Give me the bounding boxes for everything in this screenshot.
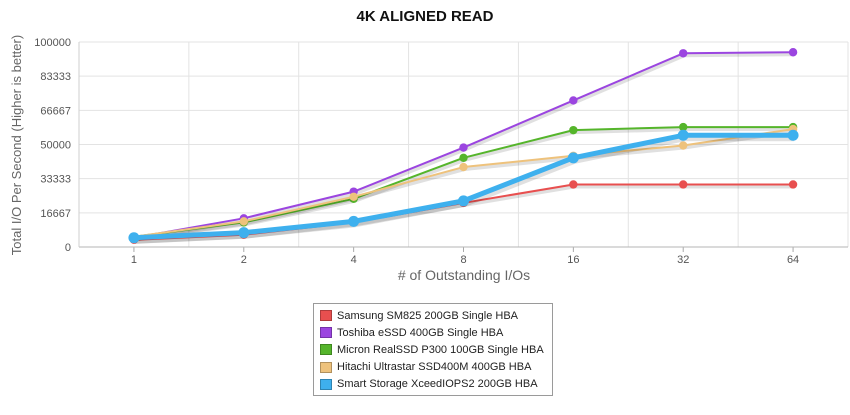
data-point: [569, 96, 578, 105]
legend-item[interactable]: Smart Storage XceedIOPS2 200GB HBA: [320, 376, 546, 393]
data-point: [239, 217, 248, 226]
data-point: [349, 192, 358, 201]
legend-item[interactable]: Samsung SM825 200GB Single HBA: [320, 307, 546, 324]
legend-item[interactable]: Hitachi Ultrastar SSD400M 400GB HBA: [320, 359, 546, 376]
x-tick-label: 4: [351, 254, 357, 266]
x-tick-label: 32: [677, 254, 689, 266]
y-tick-label: 50000: [40, 140, 71, 152]
data-point: [459, 153, 468, 163]
legend-swatch: [320, 378, 332, 390]
legend-swatch: [320, 344, 332, 356]
data-point: [788, 48, 798, 57]
x-axis-label: # of Outstanding I/Os: [398, 267, 530, 283]
grid-lines: [78, 41, 849, 247]
data-point: [569, 180, 578, 189]
legend-label: Samsung SM825 200GB Single HBA: [337, 309, 518, 322]
y-tick-label: 100000: [34, 37, 71, 49]
series-lines: [128, 48, 799, 245]
legend-label: Smart Storage XceedIOPS2 200GB HBA: [337, 378, 538, 391]
series-group: [128, 129, 799, 244]
legend-label: Toshiba eSSD 400GB Single HBA: [337, 326, 504, 339]
data-point: [788, 180, 798, 189]
y-tick-label: 66667: [40, 105, 71, 117]
data-point: [348, 215, 360, 227]
data-point: [679, 141, 688, 150]
data-point: [459, 143, 468, 152]
data-point: [679, 180, 688, 189]
series-group: [129, 124, 798, 241]
tick-labels: 0 16667 33333 50000 66667 83333 100000 1 2 4 8 16 32…: [34, 37, 799, 266]
y-tick-label: 83333: [40, 71, 71, 83]
legend-swatch: [320, 310, 332, 322]
data-point: [787, 129, 799, 141]
data-point: [567, 152, 579, 164]
y-tick-label: 16667: [40, 208, 71, 220]
legend-label: Micron RealSSD P300 100GB Single HBA: [337, 343, 544, 356]
chart-title: 4K ALIGNED READ: [356, 8, 494, 25]
x-tick-label: 16: [567, 254, 579, 266]
y-axis-label: Total I/O Per Second (Higher is better): [9, 35, 24, 255]
data-point: [569, 125, 578, 135]
data-point: [128, 232, 140, 244]
x-tick-label: 64: [787, 254, 799, 266]
data-point: [238, 227, 250, 239]
legend-item[interactable]: Toshiba eSSD 400GB Single HBA: [320, 324, 546, 341]
axes: [78, 42, 848, 252]
x-tick-label: 8: [460, 254, 466, 266]
y-tick-label: 33333: [40, 174, 71, 186]
data-point: [459, 162, 468, 172]
y-tick-label: 0: [65, 242, 71, 254]
data-point: [677, 129, 689, 141]
legend-swatch: [320, 327, 332, 339]
data-point: [679, 122, 688, 132]
legend-swatch: [320, 361, 332, 373]
legend-label: Hitachi Ultrastar SSD400M 400GB HBA: [337, 361, 532, 374]
legend-item[interactable]: Micron RealSSD P300 100GB Single HBA: [320, 341, 546, 358]
data-point: [458, 195, 469, 207]
legend: Samsung SM825 200GB Single HBA Toshiba eS…: [313, 303, 553, 396]
x-tick-label: 1: [131, 254, 137, 266]
data-point: [679, 49, 688, 58]
x-tick-label: 2: [241, 254, 247, 266]
